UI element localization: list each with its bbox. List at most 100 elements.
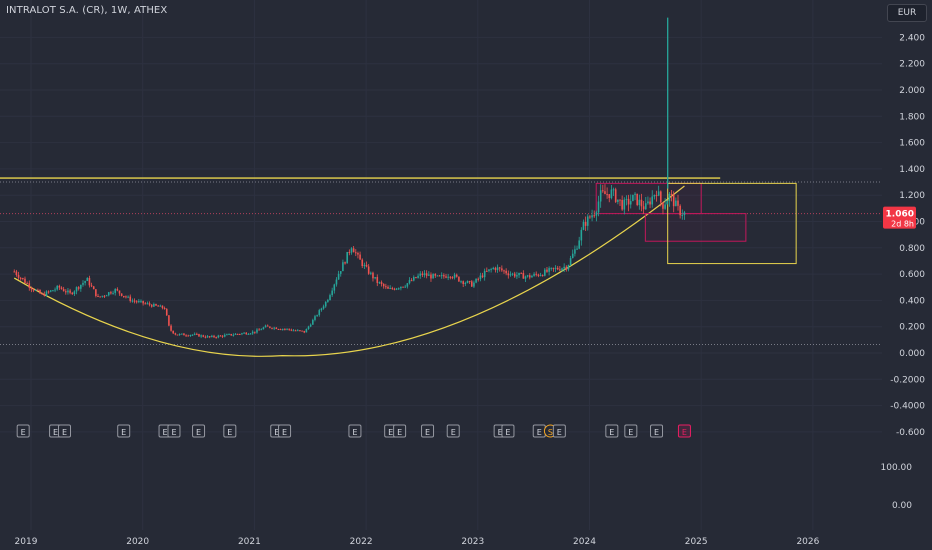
event-marker-e: E <box>16 424 30 438</box>
candle-body <box>90 285 93 287</box>
candle-body <box>374 277 376 279</box>
price-axis-bg <box>882 0 932 550</box>
event-marker-label: E <box>425 428 430 437</box>
time-axis[interactable]: 2019 2020 2021 2022 2023 2024 2025 2026 <box>15 537 820 547</box>
candle-body <box>165 309 168 316</box>
candle-body <box>619 199 621 201</box>
candle-body <box>223 334 226 337</box>
event-marker-label: E <box>196 428 201 437</box>
candle-body <box>80 284 82 289</box>
candle-body <box>531 275 533 278</box>
candle-body <box>580 229 583 241</box>
y-tick-label: -0.2000 <box>890 375 925 385</box>
candle-body <box>604 191 606 195</box>
candle-body <box>303 330 306 333</box>
candle-body <box>73 291 76 295</box>
earnings-marker-icon <box>348 424 362 438</box>
candle-body <box>230 333 233 336</box>
candle-body <box>148 303 151 305</box>
y-tick-label: 0.600 <box>899 270 925 280</box>
x-tick-label: 2023 <box>461 537 484 547</box>
candle-body <box>434 274 437 276</box>
candle-body <box>660 191 662 203</box>
candle-body <box>627 198 630 205</box>
candle-body <box>318 310 321 316</box>
y-tick-label: -0.4000 <box>890 402 925 412</box>
candle-body <box>483 270 486 278</box>
earnings-marker-icon <box>552 424 566 438</box>
earnings-marker-icon <box>421 424 435 438</box>
candle-body <box>316 315 318 317</box>
candle-body <box>595 212 598 216</box>
candle-body <box>408 280 411 284</box>
candle-body <box>423 273 426 276</box>
candle-body <box>458 276 460 282</box>
candle-body <box>107 292 110 296</box>
candle-body <box>554 267 557 269</box>
candle-body <box>226 334 228 336</box>
candle-body <box>567 265 570 270</box>
y-tick-label: 1.600 <box>899 139 925 149</box>
candle-body <box>60 287 63 289</box>
candle-body <box>159 305 162 307</box>
candle-body <box>481 275 484 278</box>
price-badge-value: 1.060 <box>886 210 914 220</box>
drawings-layer[interactable] <box>0 177 882 357</box>
event-marker-label: E <box>163 428 168 437</box>
event-marker-e: E <box>605 424 619 438</box>
candle-body <box>647 201 649 204</box>
candle-body <box>672 194 675 207</box>
candle-body <box>380 282 383 285</box>
candle-body <box>475 278 477 283</box>
candle-body <box>466 281 469 283</box>
candle-body <box>211 335 213 338</box>
candle-body <box>447 276 449 278</box>
candle-body <box>582 221 585 230</box>
event-marker-e: E <box>58 424 72 438</box>
candle-body <box>24 278 26 283</box>
candle-body <box>191 334 194 336</box>
candle-body <box>546 269 548 272</box>
candle-body <box>196 333 198 335</box>
price-axis[interactable]: 2.4002.2002.0001.8001.6001.4001.2001.000… <box>881 0 932 550</box>
candle-body <box>309 324 312 327</box>
event-marker-label: E <box>352 428 357 437</box>
candle-body <box>34 289 37 291</box>
event-marker-e: E <box>624 424 638 438</box>
candle-body <box>599 190 602 202</box>
candle-body <box>262 327 265 330</box>
candle-body <box>397 288 400 290</box>
candle-body <box>187 335 190 337</box>
candle-body <box>438 275 441 277</box>
event-marker-label: E <box>21 428 26 437</box>
candle-body <box>479 275 482 279</box>
candle-body <box>363 264 366 267</box>
candle-body <box>526 275 529 277</box>
earnings-marker-icon <box>624 424 638 438</box>
candle-body <box>183 333 185 336</box>
candle-body <box>425 273 428 276</box>
candle-body <box>170 325 172 331</box>
candle-body <box>174 333 177 335</box>
candle-body <box>597 201 600 213</box>
event-marker-label: E <box>53 428 58 437</box>
candle-body <box>477 278 480 280</box>
event-marker-label: E <box>451 428 456 437</box>
candle-body <box>432 274 434 279</box>
candle-body <box>49 290 52 292</box>
candle-body <box>683 212 686 215</box>
target-box-yellow <box>667 182 797 265</box>
candle-body <box>69 290 71 293</box>
candle-body <box>503 270 505 272</box>
candle-body <box>75 287 78 292</box>
candle-body <box>43 294 46 296</box>
event-marker-e: E <box>117 424 131 438</box>
earnings-marker-icon <box>677 424 691 438</box>
candle-body <box>453 274 456 278</box>
candle-body <box>389 288 391 290</box>
currency-button[interactable]: EUR <box>887 4 927 22</box>
candle-body <box>352 248 355 253</box>
candle-body <box>612 189 615 191</box>
